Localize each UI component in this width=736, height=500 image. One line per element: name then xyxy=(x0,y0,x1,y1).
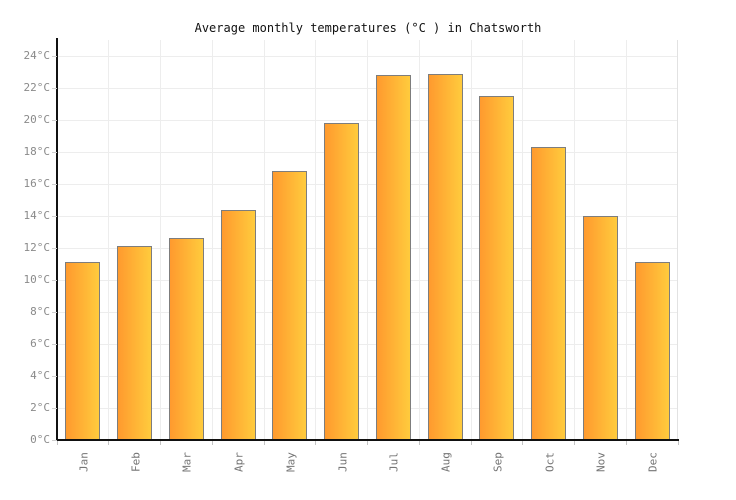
bar-jun xyxy=(324,123,360,440)
y-axis-tick-label: 20°C xyxy=(23,113,51,126)
chart-title: Average monthly temperatures (°C ) in Ch… xyxy=(194,21,542,35)
y-axis-tick-label: 10°C xyxy=(23,273,51,286)
x-axis-tick xyxy=(574,441,575,445)
x-axis-label: Jan xyxy=(77,452,91,472)
x-axis-label: Jun xyxy=(336,452,350,472)
y-axis-tick-label: 12°C xyxy=(23,241,51,254)
x-axis-tick xyxy=(367,441,368,445)
bar-mar xyxy=(168,238,204,440)
bar-jan xyxy=(65,262,101,440)
x-gridline xyxy=(522,40,524,440)
bar-apr xyxy=(220,209,256,440)
x-axis-tick xyxy=(677,441,679,445)
x-axis-label: Jul xyxy=(387,452,401,472)
y-axis-tick xyxy=(52,184,57,185)
x-axis-tick xyxy=(160,441,161,445)
bar-jul xyxy=(375,75,411,440)
x-axis-tick xyxy=(211,441,213,445)
y-axis-line xyxy=(56,38,58,441)
y-axis-tick-label: 16°C xyxy=(23,177,51,190)
y-axis-tick xyxy=(52,216,57,217)
x-gridline xyxy=(160,40,161,440)
x-gridline xyxy=(574,40,575,440)
y-axis-tick xyxy=(52,88,57,89)
y-axis-tick-label: 0°C xyxy=(30,433,50,446)
x-gridline xyxy=(625,40,627,440)
y-axis-tick xyxy=(52,408,57,409)
y-axis-tick xyxy=(52,440,57,441)
x-axis-tick xyxy=(263,441,265,445)
plot-area xyxy=(57,40,678,440)
bar-sep xyxy=(479,96,515,440)
bar-nov xyxy=(582,216,618,440)
y-axis-tick-label: 4°C xyxy=(30,369,50,382)
x-axis-label: Feb xyxy=(129,452,143,472)
x-axis-label: Dec xyxy=(646,452,660,472)
bar-oct xyxy=(531,147,567,440)
x-axis-line xyxy=(56,439,679,441)
y-axis-tick xyxy=(52,152,57,153)
x-axis-tick xyxy=(470,441,472,445)
plot-right-border xyxy=(677,40,678,440)
x-gridline xyxy=(418,40,420,440)
x-gridline xyxy=(315,40,317,440)
y-axis-tick-label: 2°C xyxy=(30,401,50,414)
x-gridline xyxy=(263,40,265,440)
x-axis-label: Nov xyxy=(594,452,608,472)
x-axis-tick xyxy=(522,441,524,445)
y-axis-tick xyxy=(52,280,57,281)
x-axis-tick xyxy=(625,441,627,445)
x-axis-tick xyxy=(418,441,420,445)
y-axis-tick xyxy=(52,376,57,377)
bar-aug xyxy=(427,73,463,440)
y-axis-tick xyxy=(52,344,57,345)
bar-feb xyxy=(117,246,153,440)
y-axis-tick xyxy=(52,56,57,57)
x-axis-tick xyxy=(315,441,317,445)
x-axis-label: May xyxy=(284,452,298,472)
x-axis-label: Mar xyxy=(180,452,194,472)
bar-may xyxy=(272,171,308,440)
y-axis-tick-label: 8°C xyxy=(30,305,50,318)
y-axis-tick-label: 18°C xyxy=(23,145,51,158)
x-axis-label: Sep xyxy=(491,452,505,472)
x-axis-label: Oct xyxy=(543,452,557,472)
y-axis-tick xyxy=(52,120,57,121)
y-axis-tick xyxy=(52,312,57,313)
y-axis-tick-label: 22°C xyxy=(23,81,51,94)
x-gridline xyxy=(108,40,110,440)
x-axis-tick xyxy=(56,441,58,445)
y-axis-tick-label: 6°C xyxy=(30,337,50,350)
bar-dec xyxy=(634,262,670,440)
y-axis-tick-label: 24°C xyxy=(23,49,51,62)
x-gridline xyxy=(470,40,472,440)
x-axis-label: Aug xyxy=(439,452,453,472)
y-axis-tick-label: 14°C xyxy=(23,209,51,222)
x-gridline xyxy=(367,40,368,440)
x-axis-tick xyxy=(108,441,110,445)
y-axis-tick xyxy=(52,248,57,249)
x-gridline xyxy=(211,40,213,440)
x-axis-label: Apr xyxy=(232,452,246,472)
